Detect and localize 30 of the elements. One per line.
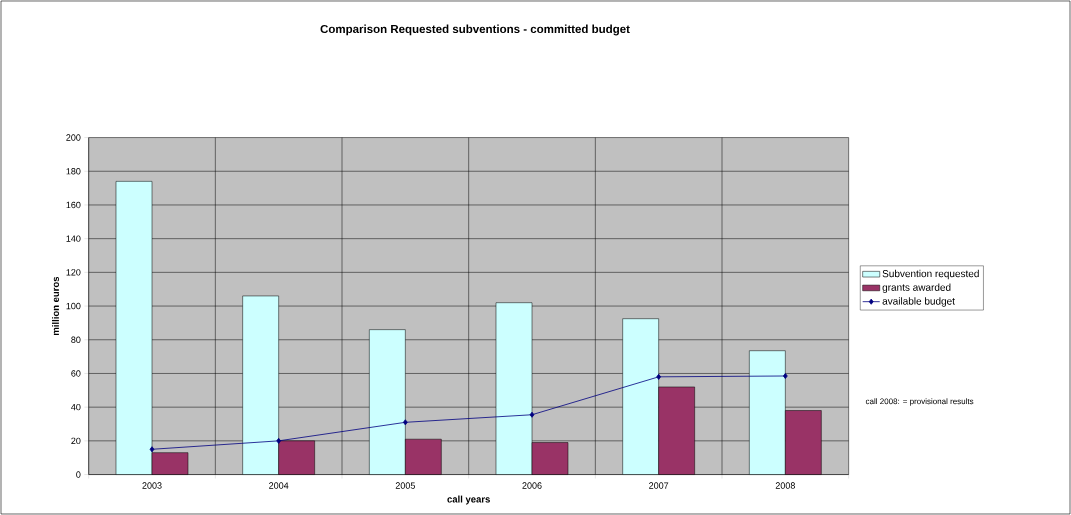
y-tick-label: 200 [66,134,81,141]
x-tick-label: 2004 [269,482,289,489]
y-tick-label: 80 [71,336,81,343]
y-axis-title: million euros [52,276,59,335]
x-axis-title: call years [447,495,490,505]
y-tick-label: 160 [66,201,81,209]
y-tick-label: 100 [66,302,81,310]
x-tick-label: 2007 [649,482,669,489]
y-tick-label: 40 [71,403,81,411]
y-tick-label: 120 [66,269,81,276]
point [782,372,788,379]
x-tick-label: 2005 [395,482,415,489]
legend-label: available budget [882,297,955,307]
point [402,419,408,426]
legend-label: grants awarded [882,283,951,293]
y-tick-label: 0 [76,471,81,478]
point [276,437,282,444]
y-tick-label: 180 [66,168,81,175]
point [529,411,535,418]
y-tick-label: 140 [66,235,81,242]
chart-title: Comparison Requested subventions - committed budget [320,24,630,36]
y-tick-label: 60 [71,370,81,377]
x-tick-label: 2008 [775,482,795,489]
legend-label: Subvention requested [882,269,979,280]
x-tick-label: 2006 [522,482,542,489]
x-tick-label: 2003 [142,482,162,489]
point [656,373,662,380]
point [149,446,155,453]
text: call 2008: = provisional results [865,398,974,406]
y-tick-label: 20 [71,437,81,445]
